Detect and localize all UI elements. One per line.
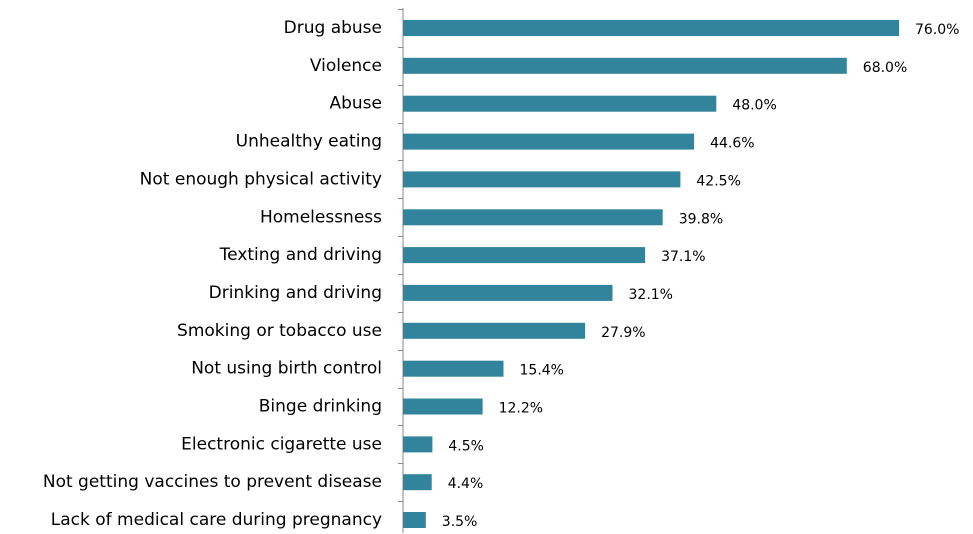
bar	[403, 171, 681, 188]
bar	[403, 436, 433, 453]
bar	[403, 474, 432, 491]
bar	[403, 322, 586, 339]
value-label: 42.5%	[696, 173, 740, 189]
bars	[403, 20, 899, 528]
category-labels: Drug abuse Violence Abuse Unhealthy eating N…	[43, 18, 382, 530]
value-label: 27.9%	[601, 325, 645, 341]
value-label: 48.0%	[732, 98, 776, 114]
category-label: Electronic cigarette use	[181, 434, 382, 454]
category-label: Drug abuse	[284, 18, 382, 38]
bar	[403, 284, 613, 301]
category-label: Lack of medical care during pregnancy	[51, 510, 382, 530]
category-label: Unhealthy eating	[236, 132, 382, 152]
value-label: 4.5%	[448, 438, 484, 454]
category-label: Not enough physical activity	[140, 169, 382, 189]
bar	[403, 57, 847, 74]
value-labels: 76.0% 68.0% 48.0% 44.6% 42.5% 39.8% 37.1% 32.1%…	[442, 22, 960, 530]
bar	[403, 398, 483, 415]
category-label: Texting and driving	[219, 245, 382, 265]
category-label: Smoking or tobacco use	[177, 321, 382, 341]
bar	[403, 512, 426, 528]
value-label: 44.6%	[710, 136, 754, 152]
category-label: Homelessness	[260, 207, 382, 227]
category-label: Abuse	[329, 94, 382, 114]
category-label: Drinking and driving	[209, 283, 382, 303]
category-label: Violence	[310, 56, 382, 76]
bar	[403, 360, 504, 377]
value-label: 12.2%	[499, 401, 543, 417]
value-label: 32.1%	[629, 287, 673, 303]
category-axis	[398, 8, 404, 533]
value-label: 37.1%	[661, 249, 705, 265]
value-label: 15.4%	[520, 363, 564, 379]
bar	[403, 209, 663, 226]
category-label: Binge drinking	[259, 397, 382, 417]
value-label: 4.4%	[448, 476, 484, 492]
value-label: 39.8%	[679, 211, 723, 227]
value-label: 76.0%	[915, 22, 959, 38]
bar	[403, 247, 646, 264]
bar	[403, 133, 695, 150]
category-label: Not getting vaccines to prevent disease	[43, 472, 382, 492]
value-label: 68.0%	[863, 60, 907, 76]
category-label: Not using birth control	[191, 359, 382, 379]
bar	[403, 95, 717, 112]
bar	[403, 20, 899, 36]
value-label: 3.5%	[442, 514, 478, 530]
